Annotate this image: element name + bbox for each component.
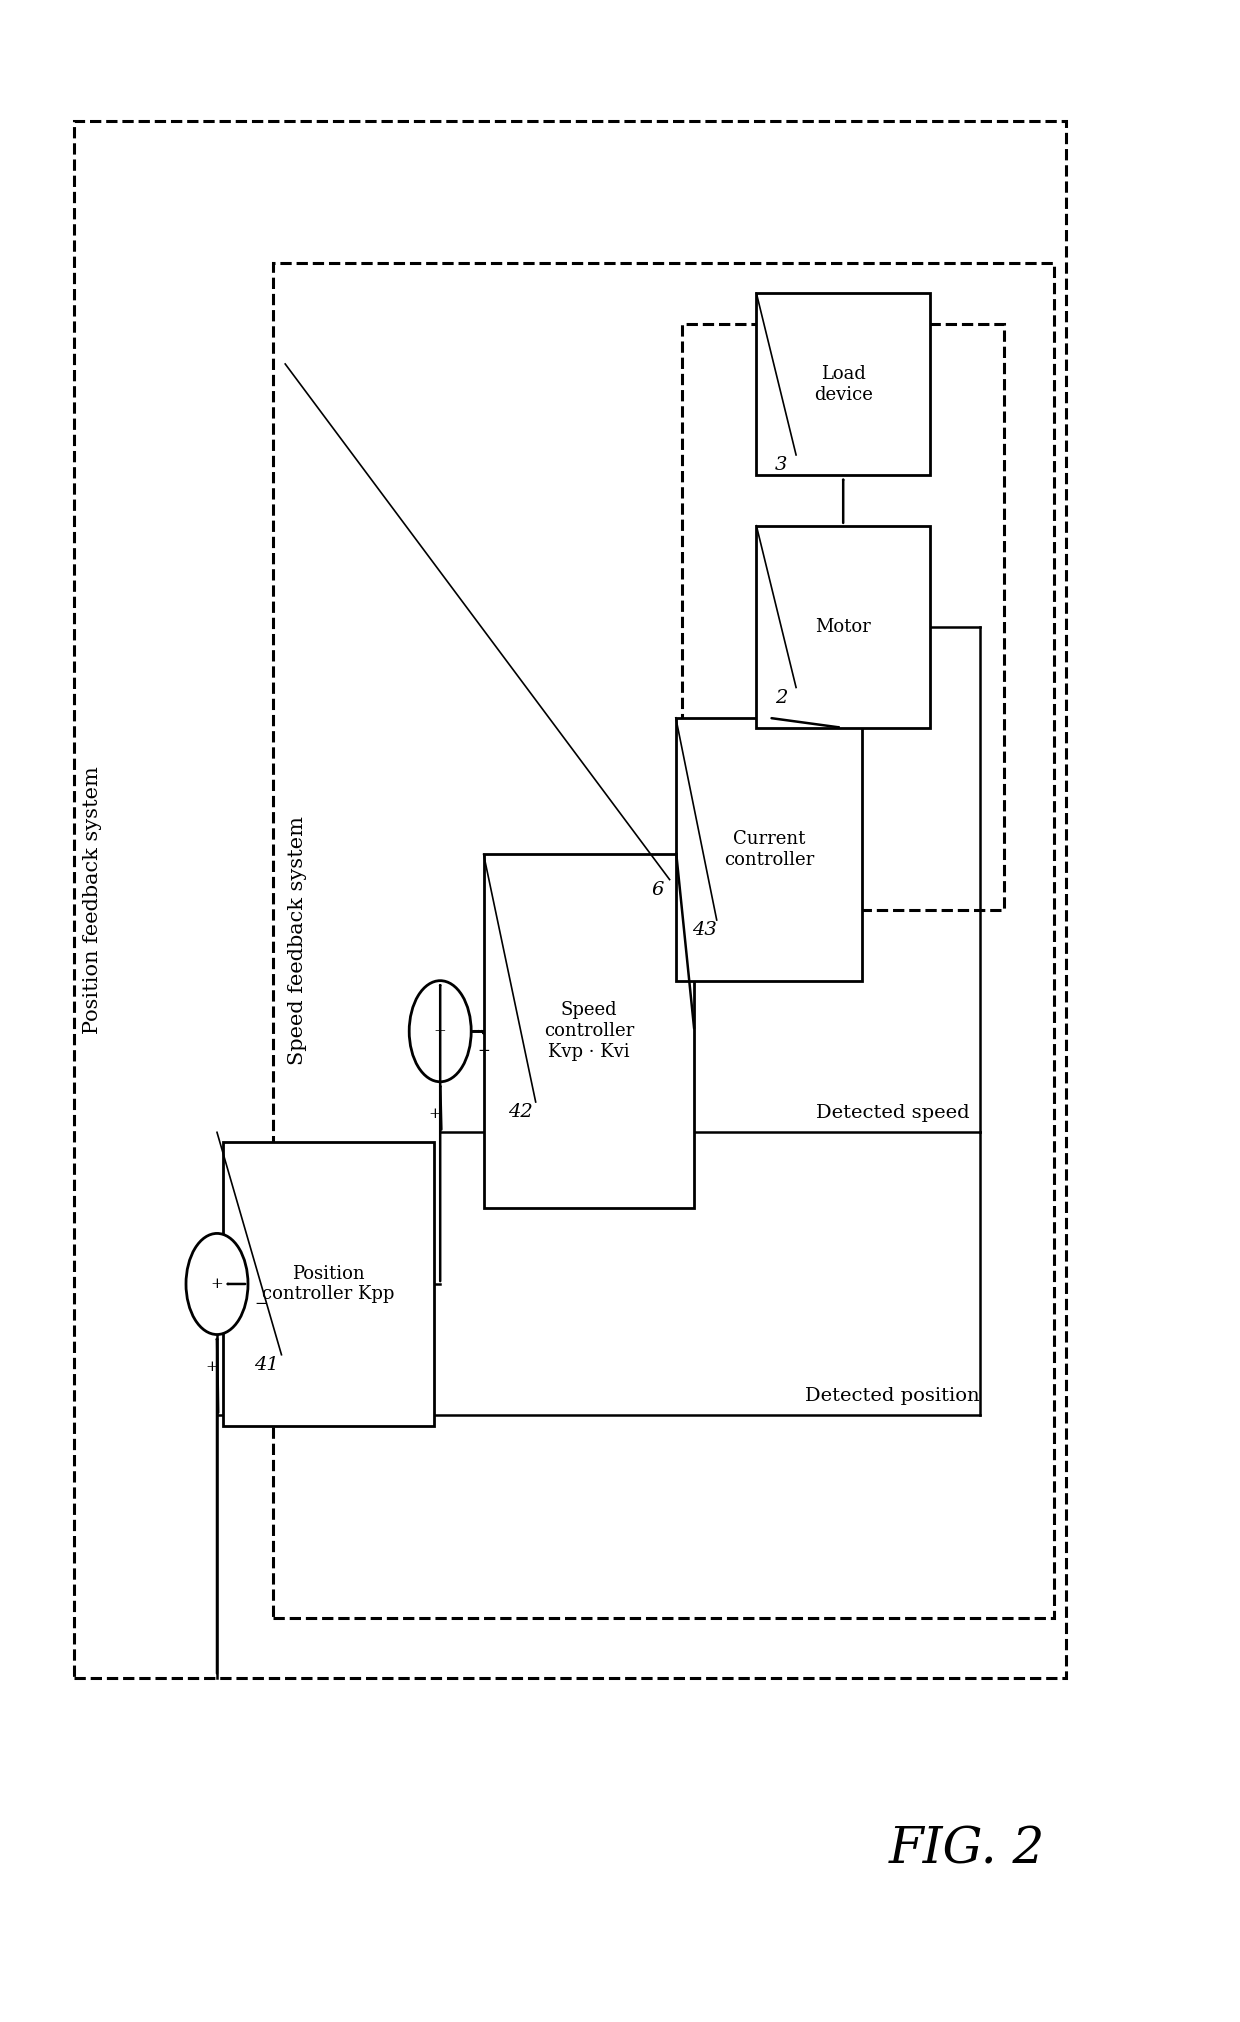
Text: −: − [477, 1045, 490, 1058]
Text: +: + [429, 1108, 441, 1120]
Circle shape [409, 981, 471, 1082]
Text: FIG. 2: FIG. 2 [889, 1826, 1045, 1874]
Polygon shape [484, 855, 694, 1209]
Text: 42: 42 [508, 1104, 533, 1120]
Polygon shape [223, 1142, 434, 1426]
Text: Detected speed: Detected speed [816, 1104, 970, 1122]
Text: 41: 41 [254, 1357, 279, 1373]
Text: +: + [434, 1025, 446, 1037]
Text: Speed
controller
Kvp · Kvi: Speed controller Kvp · Kvi [544, 1001, 634, 1062]
Text: Current
controller: Current controller [724, 829, 813, 869]
Text: −: − [254, 1298, 267, 1310]
Polygon shape [756, 293, 930, 475]
Text: 3: 3 [775, 457, 787, 473]
Text: Load
device: Load device [813, 364, 873, 404]
Polygon shape [756, 526, 930, 728]
Text: Speed feedback system: Speed feedback system [288, 815, 308, 1066]
Text: Position
controller Kpp: Position controller Kpp [263, 1264, 394, 1304]
Text: Detected position: Detected position [806, 1387, 980, 1405]
Text: Motor: Motor [816, 619, 870, 635]
Text: +: + [206, 1361, 218, 1373]
Circle shape [186, 1233, 248, 1335]
Polygon shape [676, 718, 862, 981]
Text: 43: 43 [692, 922, 717, 938]
Text: 2: 2 [775, 690, 787, 706]
Text: 6: 6 [651, 882, 663, 898]
Text: Position feedback system: Position feedback system [83, 766, 103, 1033]
Text: +: + [211, 1278, 223, 1290]
